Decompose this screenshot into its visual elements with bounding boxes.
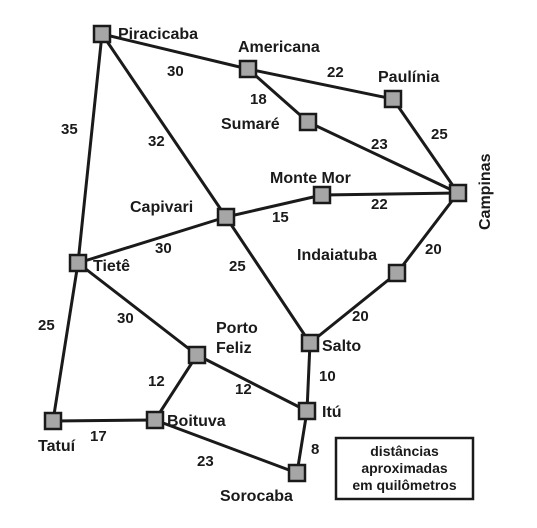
city-node-salto	[300, 333, 320, 353]
city-label-capivari: Capivari	[130, 199, 193, 216]
city-node-tatui	[43, 411, 63, 431]
city-node-indaiatuba	[387, 263, 407, 283]
road-salto-itu	[305, 341, 312, 413]
legend-line-1: distâncias	[370, 443, 439, 459]
road-americana-sumare	[246, 67, 310, 124]
city-label-campinas: Campinas	[477, 153, 494, 230]
city-node-portofeliz	[187, 345, 207, 365]
city-label-itu: Itú	[322, 404, 342, 421]
road-piracicaba-capivari	[100, 32, 228, 219]
road-paulinia-campinas	[391, 97, 460, 195]
city-node-piracicaba	[92, 24, 112, 44]
distance-label: 10	[319, 368, 336, 385]
city-label-montemor: Monte Mor	[270, 170, 351, 187]
roads	[51, 32, 460, 475]
distance-label: 30	[117, 310, 134, 327]
distance-label: 25	[38, 317, 55, 334]
distance-label: 35	[61, 121, 78, 138]
city-label-portofeliz-line2: Feliz	[216, 340, 252, 357]
distance-label: 20	[425, 241, 442, 258]
city-nodes	[43, 24, 468, 483]
road-capivari-montemor	[224, 193, 324, 219]
legend-box	[334, 436, 475, 501]
road-tiete-portoferiz	[76, 261, 199, 357]
city-node-campinas	[448, 183, 468, 203]
distance-label: 12	[148, 373, 165, 390]
legend-line-2: aproximadas	[361, 460, 448, 476]
distance-label: 22	[327, 64, 344, 81]
distance-label: 25	[431, 126, 448, 143]
city-node-americana	[238, 59, 258, 79]
road-portoferiz-itu	[195, 353, 309, 413]
city-node-boituva	[145, 410, 165, 430]
city-label-paulinia: Paulínia	[378, 69, 439, 86]
city-node-tiete	[68, 253, 88, 273]
city-node-paulinia	[383, 89, 403, 109]
distance-labels: 30 22 18 25 23 35 32 15 22 30 25 20 20 3…	[38, 63, 448, 470]
road-boituva-sorocaba	[153, 418, 299, 475]
road-piracicaba-americana	[100, 32, 250, 71]
road-tiete-tatui	[51, 261, 80, 423]
road-sumare-campinas	[306, 120, 460, 195]
road-campinas-indaiatuba	[395, 191, 460, 275]
distance-label: 25	[229, 258, 246, 275]
distance-label: 12	[235, 381, 252, 398]
city-label-tatui: Tatuí	[38, 438, 76, 455]
distance-label: 30	[167, 63, 184, 80]
city-label-boituva: Boituva	[167, 413, 226, 430]
distance-label: 22	[371, 196, 388, 213]
city-node-montemor	[312, 185, 332, 205]
city-label-americana: Americana	[238, 39, 320, 56]
city-label-sorocaba: Sorocaba	[220, 488, 293, 505]
distance-label: 18	[250, 91, 267, 108]
road-piracicaba-tiete	[76, 32, 104, 265]
city-label-salto: Salto	[322, 338, 361, 355]
legend: distâncias aproximadas em quilômetros	[334, 436, 475, 501]
city-labels: Piracicaba Americana Paulínia Sumaré Cam…	[38, 26, 494, 505]
legend-line-3: em quilômetros	[352, 477, 456, 493]
city-label-indaiatuba: Indaiatuba	[297, 247, 377, 264]
road-portoferiz-boituva	[153, 353, 199, 422]
city-node-sorocaba	[287, 463, 307, 483]
distance-label: 20	[352, 308, 369, 325]
distance-label: 17	[90, 428, 107, 445]
road-capivari-tiete	[76, 215, 228, 265]
distance-label: 23	[197, 453, 214, 470]
road-capivari-salto	[224, 215, 312, 345]
distance-label: 8	[311, 441, 319, 458]
city-label-portofeliz-line1: Porto	[216, 320, 258, 337]
city-label-sumare: Sumaré	[221, 116, 280, 133]
city-node-itu	[297, 401, 317, 421]
road-montemor-campinas	[320, 191, 460, 197]
distance-label: 23	[371, 136, 388, 153]
city-node-capivari	[216, 207, 236, 227]
road-indaiatuba-salto	[308, 271, 399, 345]
road-tatui-boituva	[51, 418, 157, 423]
city-label-piracicaba: Piracicaba	[118, 26, 198, 43]
distance-label: 15	[272, 209, 289, 226]
distance-label: 32	[148, 133, 165, 150]
city-label-tiete: Tietê	[93, 258, 130, 275]
distance-label: 30	[155, 240, 172, 257]
city-node-sumare	[298, 112, 318, 132]
road-itu-sorocaba	[295, 409, 309, 475]
road-americana-paulinia	[246, 67, 395, 101]
